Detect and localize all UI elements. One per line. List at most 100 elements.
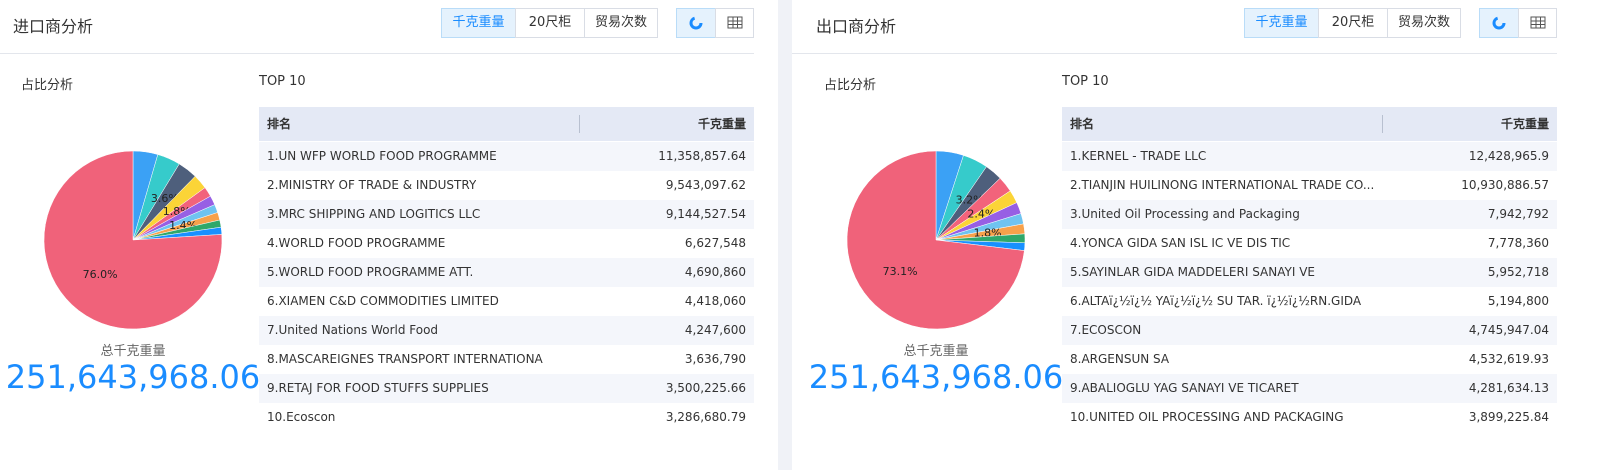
- total-value: 251,643,968.06: [5, 358, 261, 396]
- name-cell: 1.KERNEL - TRADE LLC: [1070, 149, 1207, 163]
- header-divider: [1382, 115, 1383, 133]
- total-label: 总千克重量: [100, 344, 166, 359]
- table-row: 8.MASCAREIGNES TRANSPORT INTERNATIONA 3,6…: [259, 345, 754, 374]
- chart-view-button[interactable]: [676, 8, 716, 38]
- name-cell: 7.United Nations World Food: [267, 323, 439, 337]
- table-header: 排名 千克重量: [1062, 107, 1557, 141]
- table-row: 2.MINISTRY OF TRADE & INDUSTRY 9,543,097.…: [259, 171, 754, 200]
- pie-slice: [43, 150, 223, 330]
- table-row: 4.WORLD FOOD PROGRAMME 6,627,548: [259, 229, 754, 258]
- table-row: 10.UNITED OIL PROCESSING AND PACKAGING 3,…: [1062, 403, 1557, 432]
- name-cell: 5.WORLD FOOD PROGRAMME ATT.: [267, 265, 474, 279]
- panel-title: 进口商分析: [13, 17, 94, 36]
- table-view-button[interactable]: [1518, 8, 1557, 38]
- value-cell: 4,418,060: [684, 294, 746, 308]
- separator: [792, 53, 1557, 54]
- name-cell: 9.RETAJ FOR FOOD STUFFS SUPPLIES: [267, 381, 489, 395]
- name-cell: 7.ECOSCON: [1070, 323, 1142, 337]
- panel: 进口商分析 千克重量 20尺柜 贸易次数 占比分析 3.6% 1.8% 1.4% 76.0% 总千…: [0, 0, 778, 470]
- name-cell: 9.ABALIOGLU YAG SANAYI VE TICARET: [1070, 381, 1299, 395]
- table-row: 1.KERNEL - TRADE LLC 12,428,965.9: [1062, 142, 1557, 171]
- name-cell: 4.YONCA GIDA SAN ISL IC VE DIS TIC: [1070, 236, 1291, 250]
- table-row: 3.United Oil Processing and Packaging 7,9…: [1062, 200, 1557, 229]
- name-cell: 8.MASCAREIGNES TRANSPORT INTERNATIONA: [267, 352, 543, 366]
- total-value: 251,643,968.06: [808, 358, 1064, 396]
- table-row: 6.ALTAï¿½ï¿½ YAï¿½ï¿½ SU TAR. ï¿½ï¿½RN.G…: [1062, 287, 1557, 316]
- name-cell: 3.MRC SHIPPING AND LOGITICS LLC: [267, 207, 481, 221]
- value-cell: 4,247,600: [684, 323, 746, 337]
- name-cell: 1.UN WFP WORLD FOOD PROGRAMME: [267, 149, 497, 163]
- name-cell: 6.ALTAï¿½ï¿½ YAï¿½ï¿½ SU TAR. ï¿½ï¿½RN.G…: [1070, 294, 1362, 308]
- pie-slice: [846, 150, 1025, 330]
- table-row: 10.Ecoscon 3,286,680.79: [259, 403, 754, 432]
- header-cell: 排名: [267, 117, 292, 131]
- slice-label: 73.1%: [883, 265, 918, 278]
- metric-button[interactable]: 千克重量: [441, 8, 516, 38]
- header-cell: 千克重量: [697, 117, 746, 131]
- value-cell: 5,952,718: [1487, 265, 1549, 279]
- slice-label: 76.0%: [83, 268, 118, 281]
- value-cell: 11,358,857.64: [658, 149, 746, 163]
- header-divider: [579, 115, 580, 133]
- value-cell: 3,899,225.84: [1468, 410, 1549, 424]
- chart-view-button[interactable]: [1479, 8, 1519, 38]
- value-cell: 7,778,360: [1487, 236, 1549, 250]
- metric-button[interactable]: 贸易次数: [584, 8, 658, 38]
- value-cell: 10,930,886.57: [1461, 178, 1549, 192]
- panel-title: 出口商分析: [816, 17, 897, 36]
- panel: 出口商分析 千克重量 20尺柜 贸易次数 占比分析 3.2% 2.4% 1.8% 73.1% 总千…: [792, 0, 1605, 470]
- value-cell: 4,745,947.04: [1468, 323, 1549, 337]
- value-cell: 9,144,527.54: [665, 207, 746, 221]
- section-title: 占比分析: [824, 78, 877, 93]
- name-cell: 10.Ecoscon: [267, 410, 336, 424]
- metric-button[interactable]: 千克重量: [1244, 8, 1319, 38]
- section-title: 占比分析: [21, 78, 74, 93]
- value-cell: 3,636,790: [684, 352, 746, 366]
- header-cell: 千克重量: [1500, 117, 1549, 131]
- name-cell: 6.XIAMEN C&D COMMODITIES LIMITED: [267, 294, 499, 308]
- table-row: 1.UN WFP WORLD FOOD PROGRAMME 11,358,857.…: [259, 142, 754, 171]
- total-label: 总千克重量: [903, 344, 969, 359]
- table-row: 4.YONCA GIDA SAN ISL IC VE DIS TIC 7,778,…: [1062, 229, 1557, 258]
- divider: [778, 0, 792, 470]
- value-cell: 5,194,800: [1487, 294, 1549, 308]
- section-title: TOP 10: [1062, 74, 1109, 89]
- value-cell: 12,428,965.9: [1468, 149, 1549, 163]
- separator: [0, 53, 754, 54]
- name-cell: 2.TIANJIN HUILINONG INTERNATIONAL TRADE …: [1070, 178, 1375, 192]
- table-row: 7.ECOSCON 4,745,947.04: [1062, 316, 1557, 345]
- table-row: 8.ARGENSUN SA 4,532,619.93: [1062, 345, 1557, 374]
- section-title: TOP 10: [259, 74, 306, 89]
- value-cell: 6,627,548: [684, 236, 746, 250]
- table-row: 3.MRC SHIPPING AND LOGITICS LLC 9,144,527…: [259, 200, 754, 229]
- table-header: 排名 千克重量: [259, 107, 754, 141]
- table-row: 5.WORLD FOOD PROGRAMME ATT. 4,690,860: [259, 258, 754, 287]
- value-cell: 4,281,634.13: [1468, 381, 1549, 395]
- name-cell: 4.WORLD FOOD PROGRAMME: [267, 236, 446, 250]
- table-row: 7.United Nations World Food 4,247,600: [259, 316, 754, 345]
- name-cell: 2.MINISTRY OF TRADE & INDUSTRY: [267, 178, 477, 192]
- value-cell: 3,500,225.66: [665, 381, 746, 395]
- name-cell: 10.UNITED OIL PROCESSING AND PACKAGING: [1070, 410, 1344, 424]
- metric-button[interactable]: 20尺柜: [515, 8, 585, 38]
- value-cell: 4,532,619.93: [1468, 352, 1549, 366]
- value-cell: 3,286,680.79: [665, 410, 746, 424]
- header-cell: 排名: [1070, 117, 1095, 131]
- name-cell: 5.SAYINLAR GIDA MADDELERI SANAYI VE: [1070, 265, 1315, 279]
- table-row: 2.TIANJIN HUILINONG INTERNATIONAL TRADE …: [1062, 171, 1557, 200]
- value-cell: 4,690,860: [684, 265, 746, 279]
- value-cell: 9,543,097.62: [665, 178, 746, 192]
- name-cell: 3.United Oil Processing and Packaging: [1070, 207, 1300, 221]
- value-cell: 7,942,792: [1487, 207, 1549, 221]
- table-view-button[interactable]: [715, 8, 754, 38]
- pie-chart: 3.2%2.4%1.8%73.1%: [846, 150, 1026, 330]
- table-row: 9.RETAJ FOR FOOD STUFFS SUPPLIES 3,500,22…: [259, 374, 754, 403]
- metric-button[interactable]: 贸易次数: [1387, 8, 1461, 38]
- table-row: 6.XIAMEN C&D COMMODITIES LIMITED 4,418,06…: [259, 287, 754, 316]
- table-row: 9.ABALIOGLU YAG SANAYI VE TICARET 4,281,6…: [1062, 374, 1557, 403]
- metric-button[interactable]: 20尺柜: [1318, 8, 1388, 38]
- pie-chart: 3.6%1.8%1.4%76.0%: [43, 150, 223, 330]
- table-row: 5.SAYINLAR GIDA MADDELERI SANAYI VE 5,952…: [1062, 258, 1557, 287]
- name-cell: 8.ARGENSUN SA: [1070, 352, 1170, 366]
